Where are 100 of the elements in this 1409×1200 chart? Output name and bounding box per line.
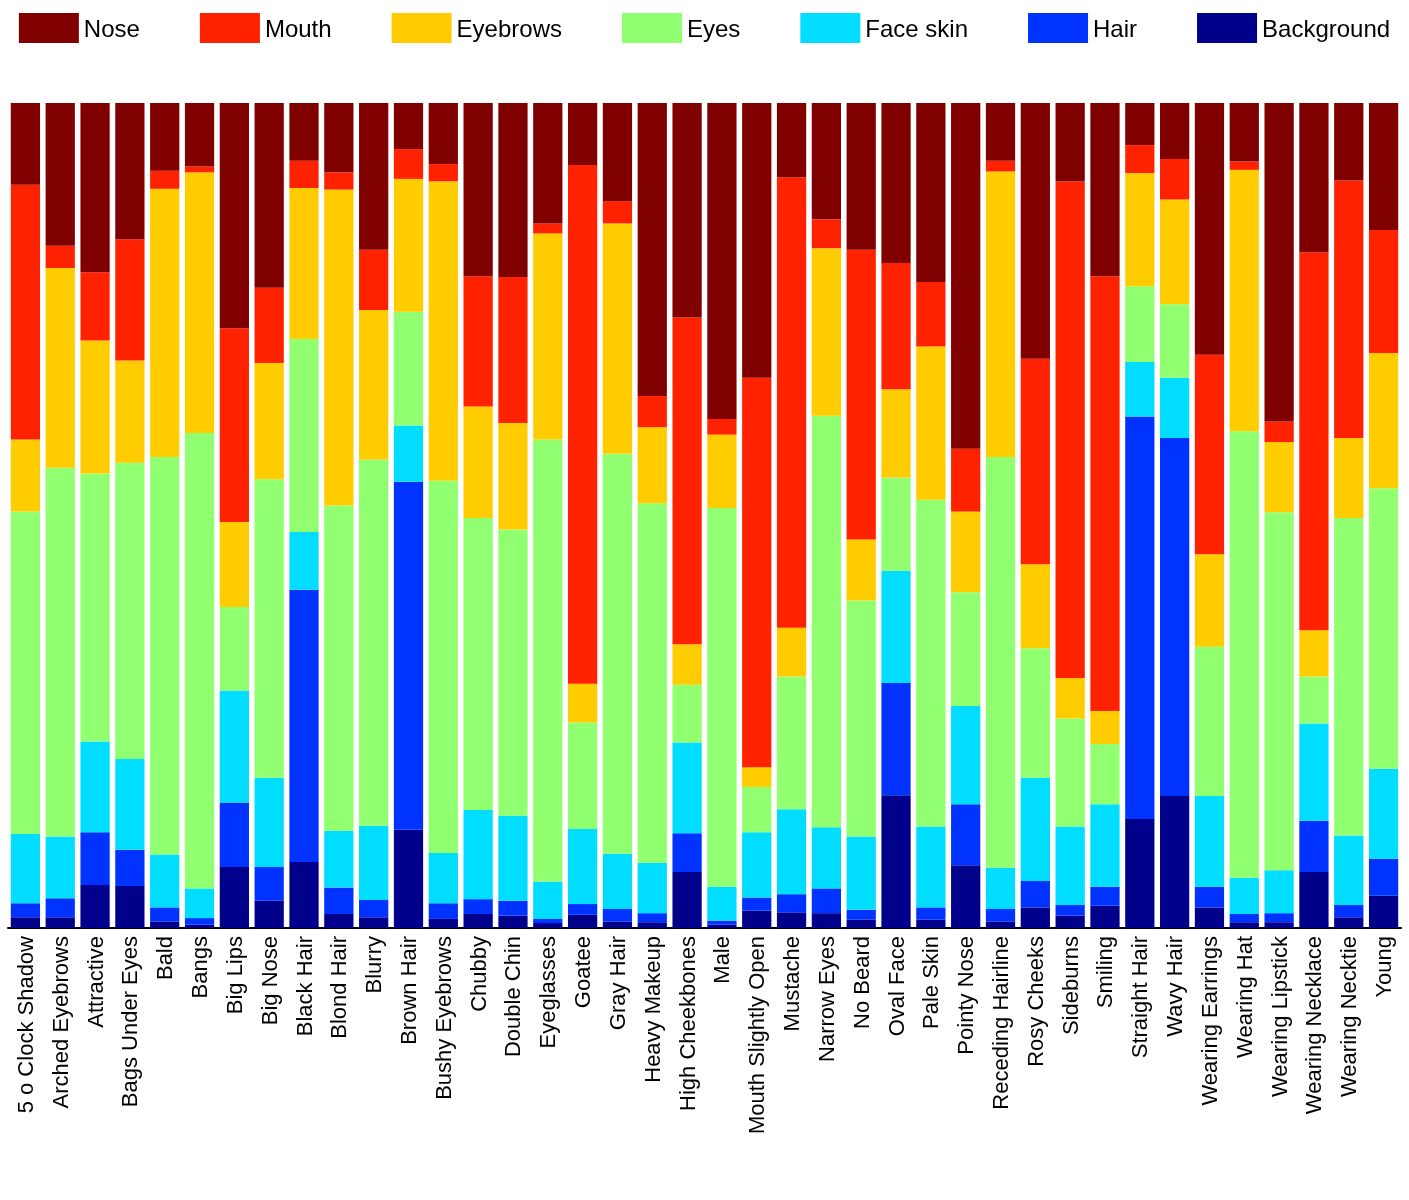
bar xyxy=(498,900,528,916)
bar xyxy=(533,223,563,234)
bar xyxy=(1160,377,1190,438)
bar xyxy=(1125,145,1155,174)
x-tick-label: Goatee xyxy=(570,936,596,1009)
bar xyxy=(951,511,981,593)
bar xyxy=(985,103,1016,161)
bar xyxy=(811,913,842,928)
bar xyxy=(916,907,946,920)
bar xyxy=(324,189,354,506)
bar xyxy=(1229,161,1259,170)
bar xyxy=(846,836,876,910)
bar xyxy=(707,434,737,509)
bar xyxy=(359,310,389,460)
bar xyxy=(567,164,598,684)
bar xyxy=(1055,678,1085,719)
bar xyxy=(463,810,493,900)
bar xyxy=(916,346,946,500)
bar xyxy=(916,499,946,827)
bar xyxy=(184,918,215,925)
bar xyxy=(463,517,493,811)
bar xyxy=(498,423,528,530)
bar xyxy=(1125,416,1155,820)
bar xyxy=(1334,917,1364,928)
bar xyxy=(115,360,145,463)
bar xyxy=(254,479,284,778)
bar xyxy=(672,871,702,928)
bar xyxy=(115,239,145,361)
bar xyxy=(393,149,424,179)
bar xyxy=(184,888,215,919)
bar xyxy=(463,276,493,407)
bar xyxy=(811,219,842,249)
x-tick-label: Blond Hair xyxy=(326,936,352,1039)
bar xyxy=(1020,907,1050,928)
x-tick-label: Chubby xyxy=(465,936,491,1012)
bar xyxy=(602,921,633,928)
bar xyxy=(776,177,807,628)
bar xyxy=(80,272,110,341)
x-tick-label: High Cheekbones xyxy=(674,936,700,1111)
x-tick-label: Male xyxy=(709,936,735,984)
bar xyxy=(707,103,737,419)
bar xyxy=(567,683,598,723)
bar xyxy=(1194,646,1225,796)
bar xyxy=(776,912,807,928)
bar xyxy=(811,888,842,914)
x-tick-label: Receding Hairline xyxy=(988,936,1014,1110)
bar xyxy=(254,777,284,867)
bar xyxy=(707,920,737,925)
bar xyxy=(428,103,458,165)
bar xyxy=(811,103,842,220)
bar xyxy=(672,684,702,743)
bar xyxy=(1020,103,1050,359)
bar xyxy=(1368,103,1399,231)
bar xyxy=(742,786,772,833)
bar xyxy=(1090,711,1120,745)
bar xyxy=(951,804,981,866)
bar xyxy=(359,249,389,311)
bar xyxy=(1299,252,1329,631)
bar xyxy=(324,913,354,928)
bar xyxy=(602,201,633,224)
bar xyxy=(498,277,528,424)
x-tick-label: Mouth Slightly Open xyxy=(744,936,770,1135)
bar xyxy=(150,188,180,457)
bar xyxy=(1125,819,1155,928)
bar xyxy=(1090,276,1120,712)
bar xyxy=(324,830,354,888)
bar xyxy=(150,456,180,855)
bar xyxy=(219,607,249,691)
bar xyxy=(463,103,493,277)
bar xyxy=(1368,230,1399,353)
bar xyxy=(846,600,876,837)
x-tick-label: Black Hair xyxy=(291,936,317,1037)
bar xyxy=(951,592,981,707)
bar xyxy=(707,924,737,928)
bar xyxy=(1334,180,1364,438)
bar xyxy=(10,184,41,440)
bar xyxy=(811,415,842,828)
x-tick-label: Bushy Eyebrows xyxy=(430,936,456,1100)
x-tick-label: Bags Under Eyes xyxy=(117,936,143,1108)
legend-label: Nose xyxy=(83,14,140,42)
bar xyxy=(289,532,319,590)
bar xyxy=(10,439,41,512)
bar xyxy=(463,406,493,518)
bar xyxy=(846,909,876,920)
bar xyxy=(254,287,284,363)
bar xyxy=(289,160,319,188)
bar xyxy=(1090,886,1120,906)
x-tick-label: Big Lips xyxy=(221,936,247,1015)
bar xyxy=(1194,103,1225,355)
bar xyxy=(45,268,75,468)
bar xyxy=(1264,421,1294,443)
bar xyxy=(1264,103,1294,422)
bar xyxy=(672,742,702,834)
bar xyxy=(150,854,180,908)
bar xyxy=(428,480,458,853)
x-tick-label: Attractive xyxy=(82,936,108,1028)
bar xyxy=(1090,744,1120,805)
bar xyxy=(184,172,215,433)
x-tick-label: Gray Hair xyxy=(604,936,630,1031)
bar xyxy=(324,103,354,173)
